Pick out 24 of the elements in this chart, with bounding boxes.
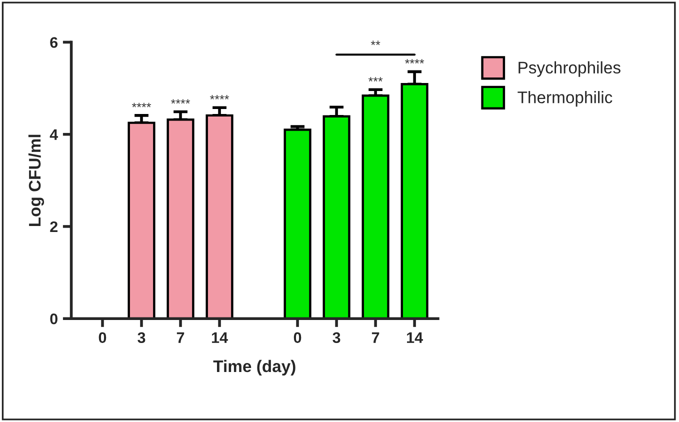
y-tick-label: 0 [50,313,58,324]
data-label: *** [368,77,383,82]
x-tick-label: 0 [294,332,302,344]
data-label: **** [170,99,190,104]
legend-label: Psychrophiles [518,61,620,77]
legend-label: Thermophilic [518,91,612,107]
y-tick-label: 2 [50,221,58,232]
data-label: **** [405,59,424,64]
y-tick-label: 4 [50,129,58,140]
annotation: ** [370,40,380,46]
y-axis-title: Log CFU/ml [28,134,44,226]
x-tick-label: 7 [176,332,184,343]
bar [362,94,390,319]
x-tick-label: 14 [212,332,228,343]
x-axis-title: Time (day) [213,360,296,376]
x-tick-label: 14 [407,332,423,343]
x-tick-label: 3 [332,332,340,344]
x-tick-label: 7 [372,332,380,343]
data-label: **** [132,102,152,108]
y-tick-label: 6 [50,37,58,48]
x-tick-label: 0 [98,332,106,344]
data-label: **** [210,95,230,100]
bar [284,128,312,319]
x-tick-label: 3 [138,332,146,344]
